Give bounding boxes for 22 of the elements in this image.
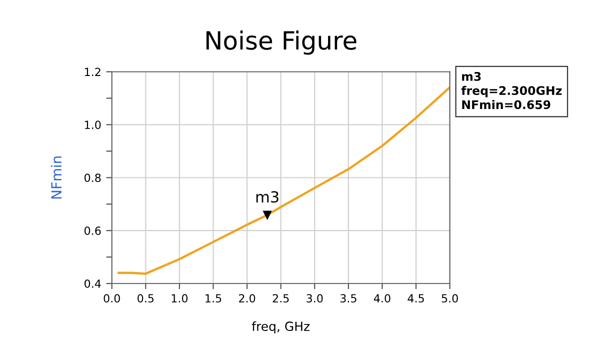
- annotation: m3: [256, 191, 278, 203]
- y-axis-title: NFmin: [50, 156, 62, 199]
- y-tick-label: 1.2: [84, 68, 100, 76]
- x-tick-label: 1.5: [206, 294, 222, 303]
- y-tick-label: 0.8: [84, 174, 101, 182]
- x-tick-label: 1.0: [172, 294, 188, 303]
- x-tick-label: 4.5: [408, 294, 424, 303]
- x-tick-label: 3.5: [340, 294, 356, 303]
- x-tick-label: 5.0: [442, 294, 458, 303]
- text: m3 freq=2.300GHz NFmin=0.659: [461, 72, 562, 110]
- x-axis-title: freq, GHz: [252, 321, 310, 334]
- x-tick-label: 4.0: [374, 294, 390, 303]
- y-tick-label: 1.0: [84, 120, 101, 130]
- line-series: [118, 86, 450, 275]
- chart-title: Noise Figure: [206, 30, 356, 55]
- x-tick-label: 0.5: [138, 294, 154, 303]
- y-tick-label: 0.6: [84, 226, 101, 235]
- y-tick-label: 0.4: [84, 279, 101, 288]
- x-tick-label: 3.0: [306, 294, 323, 303]
- x-tick-label: 0.0: [104, 294, 120, 303]
- x-tick-label: 2.5: [272, 294, 289, 303]
- x-tick-label: 2.0: [239, 294, 256, 303]
